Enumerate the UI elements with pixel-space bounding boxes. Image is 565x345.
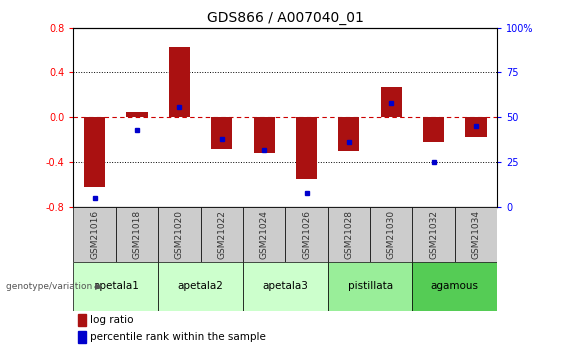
Text: GSM21024: GSM21024 bbox=[260, 210, 268, 259]
Text: agamous: agamous bbox=[431, 282, 479, 291]
Bar bbox=[254, 117, 275, 153]
Text: apetala2: apetala2 bbox=[177, 282, 224, 291]
Text: apetala1: apetala1 bbox=[93, 282, 139, 291]
Bar bbox=[201, 207, 243, 262]
Bar bbox=[116, 207, 158, 262]
Bar bbox=[73, 207, 116, 262]
Bar bbox=[211, 117, 232, 149]
Bar bbox=[338, 117, 359, 151]
Bar bbox=[296, 117, 317, 179]
Bar bbox=[412, 262, 497, 310]
Bar bbox=[370, 207, 412, 262]
Bar bbox=[73, 262, 158, 310]
Bar bbox=[243, 262, 328, 310]
Text: genotype/variation ▶: genotype/variation ▶ bbox=[6, 282, 102, 291]
Text: GSM21032: GSM21032 bbox=[429, 210, 438, 259]
Text: apetala3: apetala3 bbox=[262, 282, 308, 291]
Text: GSM21034: GSM21034 bbox=[472, 210, 480, 259]
Text: GSM21030: GSM21030 bbox=[387, 210, 396, 259]
Bar bbox=[158, 262, 243, 310]
Bar bbox=[285, 207, 328, 262]
Bar bbox=[243, 207, 285, 262]
Bar bbox=[78, 314, 86, 326]
Text: GSM21028: GSM21028 bbox=[345, 210, 353, 259]
Bar bbox=[78, 331, 86, 343]
Text: GSM21026: GSM21026 bbox=[302, 210, 311, 259]
Bar bbox=[466, 117, 486, 137]
Bar bbox=[328, 207, 370, 262]
Text: GSM21022: GSM21022 bbox=[218, 210, 226, 259]
Bar bbox=[127, 112, 147, 117]
Text: GSM21018: GSM21018 bbox=[133, 210, 141, 259]
Text: pistillata: pistillata bbox=[347, 282, 393, 291]
Text: percentile rank within the sample: percentile rank within the sample bbox=[90, 333, 266, 342]
Bar bbox=[84, 117, 105, 187]
Title: GDS866 / A007040_01: GDS866 / A007040_01 bbox=[207, 11, 364, 25]
Bar bbox=[455, 207, 497, 262]
Bar bbox=[412, 207, 455, 262]
Text: log ratio: log ratio bbox=[90, 315, 134, 325]
Text: GSM21016: GSM21016 bbox=[90, 210, 99, 259]
Bar bbox=[328, 262, 412, 310]
Bar bbox=[158, 207, 201, 262]
Bar bbox=[381, 87, 402, 117]
Bar bbox=[423, 117, 444, 142]
Bar bbox=[169, 47, 190, 117]
Text: GSM21020: GSM21020 bbox=[175, 210, 184, 259]
